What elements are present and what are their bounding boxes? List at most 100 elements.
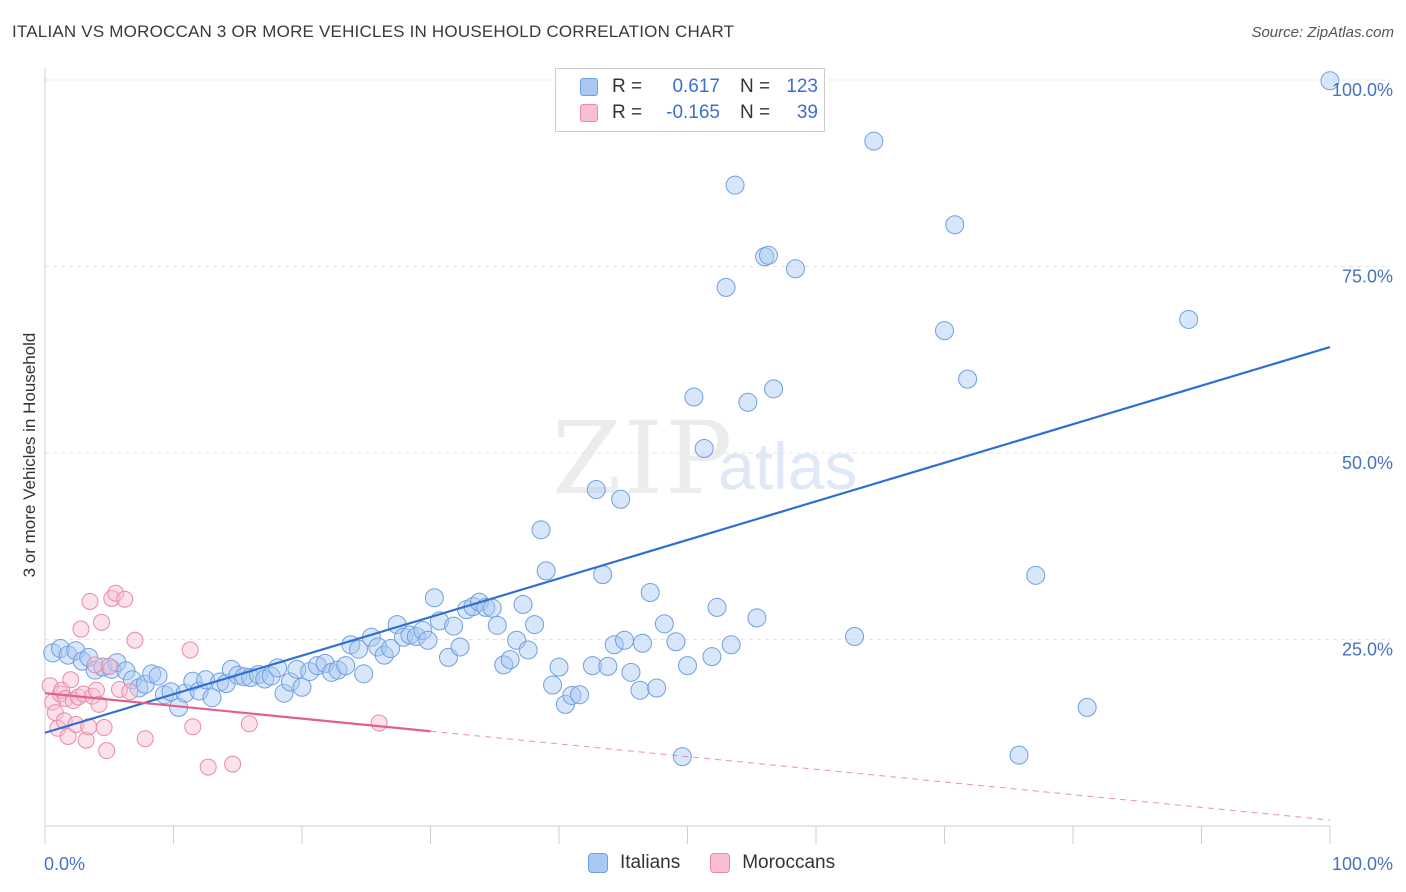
italians-point bbox=[1009, 745, 1029, 765]
moroccans-point bbox=[72, 620, 90, 638]
italians-point bbox=[349, 639, 369, 659]
italians-point bbox=[864, 131, 884, 151]
italians-point bbox=[413, 621, 433, 641]
italians-point bbox=[630, 680, 650, 700]
italians-point bbox=[336, 656, 356, 676]
italians-point bbox=[604, 635, 624, 655]
italians-point bbox=[1077, 697, 1097, 717]
moroccans-point bbox=[136, 730, 154, 748]
moroccans-point bbox=[181, 641, 199, 659]
italians-point bbox=[586, 480, 606, 500]
italians-point bbox=[450, 637, 470, 657]
italians-point bbox=[1320, 71, 1340, 91]
moroccans-point bbox=[111, 680, 129, 698]
y-tick-label: 25.0% bbox=[1342, 640, 1393, 660]
italians-point bbox=[598, 656, 618, 676]
italians-point bbox=[381, 638, 401, 658]
italians-point bbox=[148, 666, 168, 686]
italians-point bbox=[307, 656, 327, 676]
italians-point bbox=[721, 635, 741, 655]
legend-r-value: -0.165 bbox=[666, 102, 720, 123]
legend-r-value: 0.617 bbox=[672, 76, 720, 97]
italians-point bbox=[611, 489, 631, 509]
italians-point bbox=[562, 685, 582, 705]
italians-point bbox=[549, 657, 569, 677]
italians-point bbox=[945, 215, 965, 235]
legend-n-label: N = bbox=[740, 76, 771, 97]
y-tick-label: 100.0% bbox=[1332, 80, 1393, 100]
moroccans-point bbox=[81, 592, 99, 610]
italians-point bbox=[702, 647, 722, 667]
italians-point bbox=[1026, 565, 1046, 585]
italians-point bbox=[129, 678, 149, 698]
italians-point bbox=[672, 747, 692, 767]
italians-point bbox=[424, 588, 444, 608]
italians-point bbox=[500, 650, 520, 670]
italians-point bbox=[615, 630, 635, 650]
italians-point bbox=[518, 640, 538, 660]
moroccans-point bbox=[98, 742, 116, 760]
label-layer: 25.0% 50.0% 75.0% 100.0% 0.0% 100.0% bbox=[44, 80, 1393, 874]
legend-label-moroccans: Moroccans bbox=[742, 852, 836, 873]
moroccans-point bbox=[240, 715, 258, 733]
italians-point bbox=[958, 369, 978, 389]
legend-swatch-moroccans bbox=[710, 853, 731, 873]
italians-point bbox=[536, 561, 556, 581]
legend-swatch-italians bbox=[580, 78, 598, 96]
italians-point bbox=[292, 677, 312, 697]
trend-layer bbox=[44, 346, 1331, 821]
italians-point bbox=[716, 277, 736, 297]
moroccans-trend-solid bbox=[44, 692, 431, 733]
italians-point bbox=[582, 656, 602, 676]
legend-swatch-italians bbox=[588, 853, 608, 873]
italians-point bbox=[738, 392, 758, 412]
italians-point bbox=[678, 656, 697, 676]
italians-point bbox=[654, 614, 674, 634]
legend-row-moroccans: R = -0.165 N = 39 bbox=[556, 100, 818, 126]
italians-point bbox=[531, 520, 551, 540]
series-legend: Italians Moroccans bbox=[588, 852, 835, 874]
legend-swatch-moroccans bbox=[580, 104, 598, 122]
moroccans-point bbox=[100, 657, 118, 675]
y-axis-title: 3 or more Vehicles in Household bbox=[20, 332, 39, 578]
italians-point bbox=[633, 633, 653, 653]
y-tick-label: 50.0% bbox=[1342, 453, 1393, 473]
moroccans-point bbox=[370, 714, 388, 732]
moroccans-point bbox=[121, 683, 139, 701]
legend-row-italians: R = 0.617 N = 123 bbox=[556, 74, 818, 100]
legend-r-label: R = bbox=[612, 102, 643, 123]
moroccans-point bbox=[62, 671, 80, 689]
italians-point bbox=[525, 615, 545, 635]
italians-point bbox=[202, 688, 222, 708]
moroccans-point bbox=[107, 584, 125, 602]
italians-point bbox=[400, 625, 420, 645]
chart-title: ITALIAN VS MOROCCAN 3 OR MORE VEHICLES I… bbox=[12, 22, 735, 41]
moroccans-point bbox=[184, 718, 202, 736]
italians-point bbox=[621, 662, 641, 682]
moroccans-point bbox=[95, 719, 113, 737]
moroccans-point bbox=[126, 631, 144, 649]
legend-r-label: R = bbox=[612, 76, 643, 97]
italians-point bbox=[274, 683, 294, 703]
source-credit: Source: ZipAtlas.com bbox=[1251, 24, 1394, 41]
watermark-atlas: atlas bbox=[718, 429, 858, 503]
italians-point bbox=[487, 615, 507, 635]
italians-point bbox=[354, 664, 374, 684]
moroccans-point bbox=[116, 590, 134, 608]
legend-n-label: N = bbox=[740, 102, 771, 123]
italians-point bbox=[666, 632, 686, 652]
italians-point bbox=[647, 678, 667, 698]
italians-point bbox=[543, 675, 563, 695]
x-tick-label: 100.0% bbox=[1332, 854, 1393, 874]
italians-point bbox=[707, 597, 727, 617]
legend-n-value: 39 bbox=[796, 102, 818, 123]
italians-point bbox=[758, 245, 778, 265]
legend-n-value: 123 bbox=[786, 76, 818, 97]
moroccans-point bbox=[93, 613, 111, 631]
italians-point bbox=[785, 259, 805, 279]
moroccans-point bbox=[77, 731, 95, 749]
moroccans-trend-dashed bbox=[430, 730, 1331, 821]
x-tick-label: 0.0% bbox=[44, 854, 85, 874]
italians-point bbox=[640, 583, 660, 603]
italians-point bbox=[1179, 309, 1199, 329]
